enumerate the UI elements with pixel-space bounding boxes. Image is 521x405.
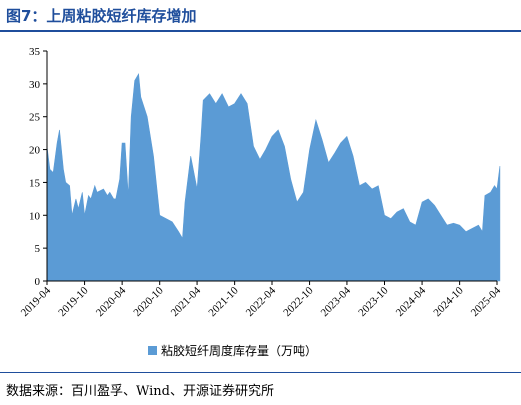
x-tick-label: 2021-04 bbox=[169, 284, 204, 319]
x-tick-label: 2023-10 bbox=[356, 284, 391, 319]
x-tick-label: 2022-04 bbox=[244, 284, 279, 319]
x-tick-label: 2025-04 bbox=[469, 284, 504, 319]
x-tick-label: 2019-04 bbox=[19, 284, 54, 319]
y-tick-label: 15 bbox=[29, 177, 41, 189]
y-tick-label: 35 bbox=[29, 46, 41, 58]
y-tick-label: 0 bbox=[35, 276, 41, 288]
x-tick-label: 2023-04 bbox=[319, 284, 354, 319]
series-area bbox=[46, 73, 501, 282]
x-tick-label: 2021-10 bbox=[206, 284, 241, 319]
x-tick-label: 2024-04 bbox=[394, 284, 429, 319]
y-tick-label: 30 bbox=[29, 79, 41, 91]
source-note: 数据来源：百川盈孚、Wind、开源证券研究所 bbox=[6, 384, 274, 399]
x-tick-label: 2020-10 bbox=[131, 284, 166, 319]
source-bar: 数据来源：百川盈孚、Wind、开源证券研究所 bbox=[0, 372, 521, 405]
y-tick-label: 5 bbox=[35, 243, 41, 255]
legend-label: 粘胶短纤周度库存量（万吨） bbox=[161, 343, 317, 358]
y-tick-label: 25 bbox=[29, 112, 41, 124]
title-bar: 图7：上周粘胶短纤库存增加 bbox=[0, 0, 521, 32]
x-tick-label: 2022-10 bbox=[281, 284, 316, 319]
x-tick-label: 2020-04 bbox=[94, 284, 129, 319]
y-tick-label: 10 bbox=[29, 210, 41, 222]
x-tick-label: 2024-10 bbox=[431, 284, 466, 319]
legend-swatch bbox=[148, 346, 157, 355]
figure-title: 图7：上周粘胶短纤库存增加 bbox=[6, 7, 197, 25]
x-tick-label: 2019-10 bbox=[56, 284, 91, 319]
chart: 0 5 10 15 20 25 30 35 2019-04 2019-10 2020-04 2020-… bbox=[19, 46, 504, 358]
y-tick-label: 20 bbox=[29, 145, 41, 157]
